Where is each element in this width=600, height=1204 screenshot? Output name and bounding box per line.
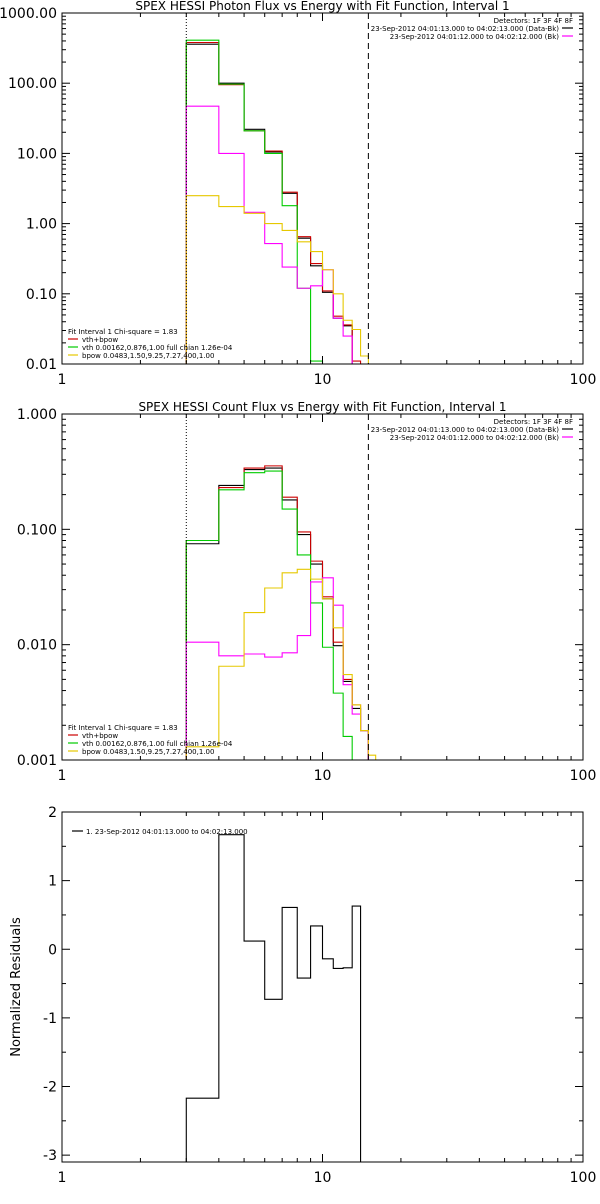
- residuals-legend-top-left: 1. 23-Sep-2012 04:01:13.000 to 04:02:13.…: [72, 828, 248, 836]
- photon-flux-panel: SPEX HESSI Photon Flux vs Energy with Fi…: [0, 0, 597, 388]
- residuals-x-tick-label: 100: [570, 1170, 597, 1186]
- count-flux-legend-entry-2-label: 23-Sep-2012 04:01:12.000 to 04:02:12.000…: [390, 434, 560, 442]
- photon-flux-x-tick-label: 10: [314, 372, 332, 388]
- photon-flux-legend-entry-2-label: 23-Sep-2012 04:01:12.000 to 04:02:12.000…: [390, 33, 560, 41]
- photon-flux-x-tick-label: 100: [570, 372, 597, 388]
- count-flux-y-tick-label: 1.000: [17, 407, 57, 423]
- count-flux-y-tick-label: 0.100: [17, 522, 57, 538]
- count-flux-title: SPEX HESSI Count Flux vs Energy with Fit…: [138, 400, 506, 414]
- photon-flux-series-4-line: [185, 105, 353, 364]
- photon-flux-legend-fit-2-label: vth 0.00162,0.876,1.00 full chian 1.26e-…: [82, 344, 233, 352]
- count-flux-legend-detectors: Detectors: 1F 3F 4F 8F: [494, 418, 573, 426]
- photon-flux-y-tick-label: 0.10: [26, 287, 57, 303]
- photon-flux-legend-fit-1-label: vth+bpow: [82, 336, 118, 344]
- count-flux-series-2-line: [185, 465, 369, 760]
- count-flux-legend-fit-1-label: vth+bpow: [82, 732, 118, 740]
- photon-flux-y-tick-label: 1.00: [26, 217, 57, 233]
- count-flux-legend-fit-2-label: vth 0.00162,0.876,1.00 full chian 1.26e-…: [82, 740, 233, 748]
- photon-flux-x-tick-label: 1: [58, 372, 67, 388]
- residuals-y-tick-label: -2: [43, 1080, 57, 1096]
- photon-flux-y-tick-label: 100.00: [8, 76, 57, 92]
- residuals-series-1-line: [185, 834, 362, 1162]
- residuals-x-tick-label: 10: [314, 1170, 332, 1186]
- photon-flux-legend-fit-3-label: bpow 0.0483,1.50,9.25,7.27,400,1.00: [82, 352, 214, 360]
- count-flux-x-tick-label: 10: [314, 768, 332, 784]
- residuals-y-tick-label: 0: [48, 942, 57, 958]
- residuals-y-tick-label: 2: [48, 805, 57, 821]
- photon-flux-series-1-line: [185, 43, 353, 364]
- count-flux-legend-fit-3-label: bpow 0.0483,1.50,9.25,7.27,400,1.00: [82, 748, 214, 756]
- residuals-x-tick-label: 1: [58, 1170, 67, 1186]
- photon-flux-legend-entry-1-label: 23-Sep-2012 04:01:13.000 to 04:02:13.000…: [371, 25, 560, 33]
- photon-flux-plot-area: [185, 39, 369, 364]
- photon-flux-y-tick-label: 1000.00: [0, 6, 57, 22]
- photon-flux-y-tick-label: 10.00: [17, 146, 57, 162]
- photon-flux-y-tick-label: 0.01: [26, 357, 57, 373]
- count-flux-plot-area: [185, 465, 377, 760]
- photon-flux-series-3-line: [185, 39, 324, 364]
- residuals-frame: [61, 811, 584, 1163]
- photon-flux-legend-detectors: Detectors: 1F 3F 4F 8F: [494, 17, 573, 25]
- residuals-y-tick-label: 1: [48, 874, 57, 890]
- photon-flux-title: SPEX HESSI Photon Flux vs Energy with Fi…: [135, 0, 509, 13]
- count-flux-panel: SPEX HESSI Count Flux vs Energy with Fit…: [17, 400, 596, 784]
- residuals-legend-entry-1-label: 1. 23-Sep-2012 04:01:13.000 to 04:02:13.…: [86, 828, 248, 836]
- residuals-plot-area: [185, 834, 362, 1162]
- photon-flux-series-5-line: [185, 195, 369, 364]
- residuals-y-tick-label: -3: [43, 1148, 57, 1164]
- photon-flux-frame: [61, 12, 584, 365]
- residuals-y-axis-label: Normalized Residuals: [9, 917, 24, 1057]
- residuals-y-tick-label: -1: [43, 1011, 57, 1027]
- count-flux-series-3-line: [185, 470, 353, 760]
- count-flux-legend-entry-1-label: 23-Sep-2012 04:01:13.000 to 04:02:13.000…: [371, 426, 560, 434]
- photon-flux-series-2-line: [185, 41, 362, 364]
- count-flux-x-tick-label: 1: [58, 768, 67, 784]
- photon-flux-legend-bottom-left: Fit Interval 1 Chi-square = 1.83vth+bpow…: [68, 328, 233, 360]
- count-flux-series-5-line: [185, 568, 377, 760]
- photon-flux-legend-fit-title: Fit Interval 1 Chi-square = 1.83: [68, 328, 178, 336]
- count-flux-y-tick-label: 0.001: [17, 753, 57, 769]
- count-flux-legend-fit-title: Fit Interval 1 Chi-square = 1.83: [68, 724, 178, 732]
- count-flux-y-tick-label: 0.010: [17, 638, 57, 654]
- count-flux-x-tick-label: 100: [570, 768, 597, 784]
- count-flux-series-1-line: [185, 467, 369, 760]
- count-flux-legend-bottom-left: Fit Interval 1 Chi-square = 1.83vth+bpow…: [68, 724, 233, 756]
